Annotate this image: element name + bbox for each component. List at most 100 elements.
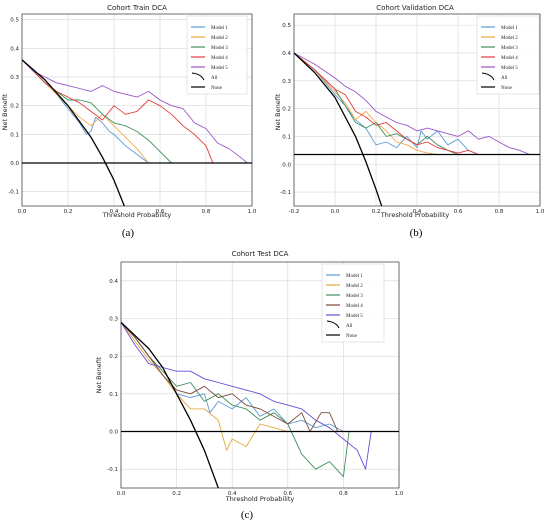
plot-frame	[21, 13, 253, 207]
series-line-model-5	[22, 59, 248, 164]
legend-label: All	[211, 76, 218, 81]
legend-swatch	[191, 72, 205, 81]
y-axis-label: Net Benefit	[95, 356, 103, 393]
panel-caption: (c)	[241, 509, 254, 521]
series-line-model-3	[294, 52, 459, 155]
legend-label: Model 2	[211, 36, 228, 41]
series-line-all	[22, 59, 126, 206]
x-tick-label: 0.8	[495, 209, 504, 215]
legend-label: None	[211, 86, 223, 91]
y-tick-label: 0.2	[109, 354, 118, 360]
legend-label: Model 1	[211, 26, 228, 31]
series-line-all	[121, 321, 219, 488]
panel-caption: (b)	[410, 227, 423, 239]
y-axis-label: Net Benefit	[1, 93, 9, 130]
x-tick-label: -0.2	[289, 209, 300, 215]
chart-title: Cohort Validation DCA	[376, 4, 454, 12]
y-tick-label: 0.3	[282, 79, 291, 85]
y-tick-label: 0.5	[282, 23, 291, 29]
y-tick-label: 0.2	[282, 107, 291, 113]
legend-label: Model 1	[501, 26, 518, 31]
legend-label: Model 4	[346, 304, 363, 309]
legend-label: None	[346, 334, 358, 339]
chart-title: Cohort Test DCA	[232, 250, 289, 258]
y-tick-label: 0.1	[10, 132, 19, 138]
x-tick-label: 0.0	[117, 491, 126, 497]
panel-validation: Cohort Validation DCA Threshold Probabil…	[274, 4, 545, 239]
y-tick-label: 0.3	[10, 75, 19, 81]
x-tick-label: 0.6	[156, 209, 165, 215]
legend-label: Model 2	[346, 284, 363, 289]
y-tick-label: 0.4	[10, 46, 19, 52]
y-tick-label: 0.5	[10, 18, 19, 24]
legend-label: Model 5	[501, 66, 518, 71]
legend-label: Model 1	[346, 274, 363, 279]
series-line-model-4	[22, 59, 214, 164]
y-tick-label: 0.0	[282, 162, 291, 168]
x-tick-label: 0.6	[283, 491, 292, 497]
x-tick-label: 1.0	[536, 209, 545, 215]
legend: Model 1 Model 2 Model 3 Model 4 Model 5 All No…	[476, 15, 540, 95]
legend-swatch	[326, 320, 340, 329]
legend-label: Model 3	[501, 46, 518, 51]
x-tick-label: 0.8	[202, 209, 211, 215]
legend-box	[186, 15, 248, 95]
panel-caption: (a)	[122, 227, 135, 239]
legend-label: None	[501, 86, 513, 91]
panel-train: Cohort Train DCA Threshold Probability N…	[1, 4, 257, 239]
chart-title: Cohort Train DCA	[107, 4, 167, 12]
y-tick-label: 0.0	[10, 161, 19, 167]
x-tick-label: 0.6	[454, 209, 463, 215]
legend-label: All	[501, 76, 508, 81]
legend-swatch	[481, 72, 495, 81]
x-tick-label: 0.8	[339, 491, 348, 497]
y-tick-label: 0.1	[109, 392, 118, 398]
x-tick-label: 0.2	[64, 209, 73, 215]
y-tick-label: -0.1	[280, 190, 291, 196]
x-axis-label: Threshold Probability	[380, 211, 450, 219]
legend: Model 1 Model 2 Model 3 Model 4 Model 5 All No…	[321, 263, 385, 343]
x-tick-label: 0.4	[413, 209, 422, 215]
x-tick-label: 0.4	[110, 209, 119, 215]
x-axis-label: Threshold Probability	[225, 495, 295, 503]
y-tick-label: -0.1	[8, 190, 19, 196]
panel-test: Cohort Test DCA Threshold Probability Ne…	[95, 250, 404, 521]
y-tick-label: 0.3	[109, 317, 118, 323]
y-tick-label: 0.4	[282, 51, 291, 57]
x-tick-label: 0.0	[331, 209, 340, 215]
legend-box	[321, 263, 385, 343]
series-line-model-4	[121, 321, 344, 432]
legend-label: Model 5	[346, 314, 363, 319]
y-axis-label: Net Benefit	[274, 93, 282, 130]
legend: Model 1 Model 2 Model 3 Model 4 Model 5 All No…	[186, 15, 248, 95]
series-line-model-1	[294, 52, 479, 155]
y-tick-label: 0.1	[282, 134, 291, 140]
series-line-all	[294, 52, 383, 206]
x-tick-label: 0.4	[228, 491, 237, 497]
series-line-model-2	[121, 322, 288, 451]
legend-box	[476, 15, 540, 95]
plot-frame	[293, 13, 541, 207]
plot-frame	[120, 261, 400, 489]
series-line-model-3	[121, 321, 350, 478]
y-tick-label: 0.0	[109, 430, 118, 436]
y-tick-label: -0.1	[107, 467, 118, 473]
x-tick-label: 1.0	[395, 491, 404, 497]
legend-label: Model 5	[211, 66, 228, 71]
x-axis-label: Threshold Probability	[102, 211, 172, 219]
legend-label: Model 2	[501, 36, 518, 41]
series-line-model-5	[121, 322, 372, 470]
legend-label: Model 4	[211, 56, 228, 61]
legend-label: Model 3	[346, 294, 363, 299]
y-tick-label: 0.2	[10, 104, 19, 110]
y-tick-label: 0.4	[109, 279, 118, 285]
legend-label: Model 4	[501, 56, 518, 61]
series-line-model-2	[294, 52, 438, 155]
legend-label: All	[346, 324, 353, 329]
legend-label: Model 3	[211, 46, 228, 51]
series-line-model-5	[294, 52, 530, 155]
x-tick-label: 0.0	[18, 209, 27, 215]
x-tick-label: 0.2	[372, 209, 381, 215]
x-tick-label: 1.0	[248, 209, 257, 215]
